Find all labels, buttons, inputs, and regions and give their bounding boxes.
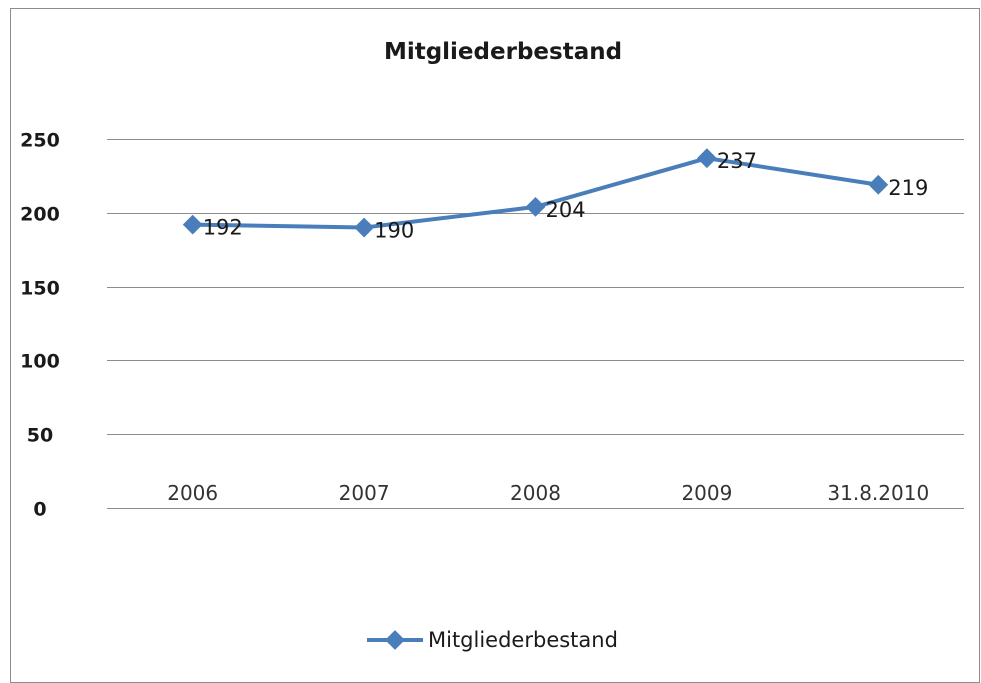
data-label: 192 bbox=[203, 216, 243, 240]
legend-label: Mitgliederbestand bbox=[428, 628, 618, 652]
gridlines bbox=[107, 139, 964, 509]
series-line bbox=[192, 156, 879, 230]
data-point-2006 bbox=[182, 214, 203, 235]
data-point-2007 bbox=[354, 217, 374, 238]
x-tick-label: 2008 bbox=[510, 481, 561, 505]
y-tick-label: 100 bbox=[20, 351, 60, 373]
data-label: 237 bbox=[717, 149, 757, 173]
data-point-31.8.2010 bbox=[868, 174, 889, 195]
x-tick-label: 31.8.2010 bbox=[827, 481, 929, 505]
x-tick-label: 2009 bbox=[681, 481, 732, 505]
legend: Mitgliederbestand bbox=[367, 628, 618, 652]
x-tick-label: 2006 bbox=[167, 481, 218, 505]
y-axis-ticks: 0 50 100 150 200 250 bbox=[20, 130, 60, 521]
y-tick-label: 150 bbox=[20, 278, 60, 300]
data-label: 219 bbox=[888, 176, 928, 200]
x-axis-ticks: 2006 2007 2008 2009 31.8.2010 bbox=[167, 481, 929, 505]
series-mitgliederbestand bbox=[182, 148, 889, 238]
legend-diamond-marker bbox=[385, 630, 405, 650]
data-label: 190 bbox=[374, 219, 414, 243]
chart-frame bbox=[10, 8, 980, 683]
data-labels: 192 190 204 237 219 bbox=[203, 149, 929, 242]
y-tick-label: 250 bbox=[20, 130, 60, 152]
x-tick-label: 2007 bbox=[339, 481, 390, 505]
data-point-2009 bbox=[697, 148, 717, 169]
data-label: 204 bbox=[546, 198, 586, 222]
y-tick-label: 50 bbox=[27, 425, 53, 447]
y-tick-label: 200 bbox=[20, 204, 60, 226]
chart-title: Mitgliederbestand bbox=[384, 39, 622, 65]
y-tick-label: 0 bbox=[33, 499, 46, 521]
